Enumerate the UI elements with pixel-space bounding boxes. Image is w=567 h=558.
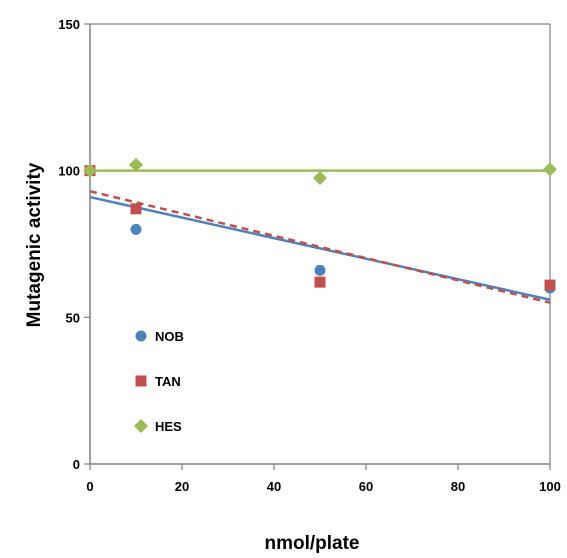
plot-area: [90, 24, 550, 464]
point-hes: [83, 163, 97, 178]
x-tick-label: 80: [451, 479, 465, 494]
y-axis-title: Mutagenic activity: [24, 162, 45, 327]
trendline-nob: [89, 195, 551, 301]
x-axis-title: nmol/plate: [264, 533, 359, 554]
trendline-tan: [89, 189, 551, 304]
axes: [84, 23, 551, 470]
trendlines: [89, 169, 551, 304]
x-tick-label: 100: [539, 479, 561, 494]
x-tick-label: 0: [86, 479, 93, 494]
y-tick-label: 150: [58, 17, 80, 32]
y-tick-label: 50: [66, 310, 80, 325]
legend-marker-nob: [135, 330, 147, 342]
legend-label-tan: TAN: [155, 374, 181, 389]
legend-label-nob: NOB: [155, 329, 184, 344]
y-tick-label: 100: [58, 164, 80, 179]
point-nob: [314, 264, 326, 276]
point-hes: [313, 171, 327, 185]
legend-marker-hes: [134, 419, 148, 433]
x-tick-label: 20: [175, 479, 189, 494]
legend-label-hes: HES: [155, 419, 182, 434]
legend-marker-tan: [135, 375, 147, 387]
data-points: [83, 157, 557, 294]
x-tick-label: 60: [359, 479, 373, 494]
y-tick-label: 0: [73, 457, 80, 472]
legend: NOB TAN HES: [134, 329, 184, 434]
point-tan: [544, 279, 556, 291]
point-hes: [129, 157, 143, 172]
point-hes: [543, 162, 557, 177]
point-nob: [130, 223, 142, 235]
x-tick-label: 40: [267, 479, 281, 494]
point-tan: [314, 276, 326, 288]
tick-labels: 0 50 100 150 0 20 40 60 80 100: [58, 17, 561, 494]
point-tan: [130, 203, 142, 215]
